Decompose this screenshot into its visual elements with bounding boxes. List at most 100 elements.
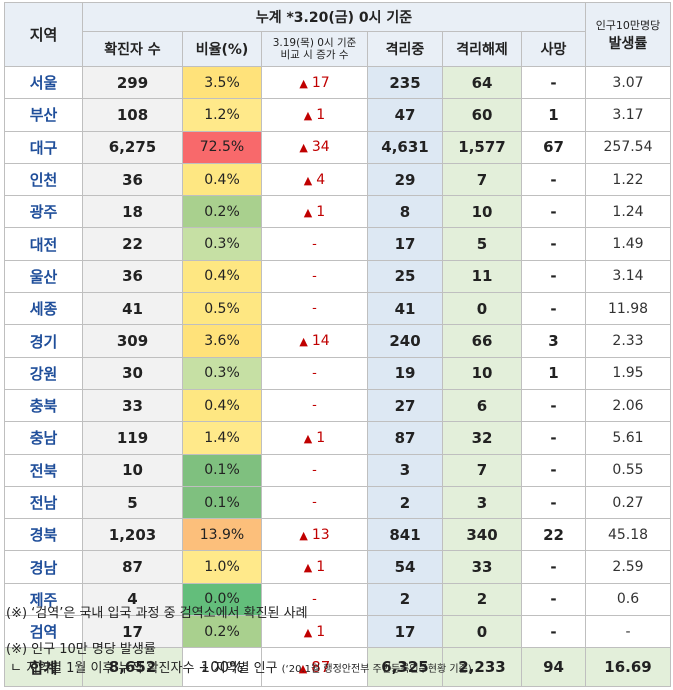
increase-up-triangle-icon: ▲ [303,108,313,122]
deaths-cell: - [521,421,586,455]
increase-cell: - [261,485,368,520]
isolated-cell: 54 [367,550,443,584]
increase-up-triangle-icon: ▲ [303,431,313,445]
ratio-cell: 1.0% [182,550,262,584]
increase-cell: ▲ 1 [261,195,368,229]
isolated-cell: 87 [367,421,443,455]
region-cell: 경북 [4,518,83,552]
covid-status-table: 지역 누계 *3.20(금) 0시 기준 인구10만명당 발생률 확진자 수 비… [4,2,671,688]
confirmed-cell: 33 [82,388,183,423]
table-row: 전남 5 0.1% -2 3-0.27 [4,485,671,520]
isolated-cell: 8 [367,195,443,229]
deaths-cell: - [521,65,586,100]
released-cell: 10 [442,356,522,390]
footnote-rate: (※) 인구 10만 명당 발생률 [6,642,156,657]
total-row: 합계 8,652 100% ▲ 87 6,325 2,233 94 16.69 [4,647,671,688]
increase-cell: ▲ 13 [261,518,368,552]
confirmed-cell: 22 [82,227,183,261]
deaths-cell: 1 [521,98,586,132]
released-cell: 33 [442,550,522,584]
increase-cell: ▲ 4 [261,162,368,197]
isolated-cell: 27 [367,388,443,423]
confirmed-cell: 5 [82,485,183,520]
increase-value: 13 [311,526,330,543]
rate-cell: 2.59 [585,550,671,584]
rate-cell: 3.07 [585,65,671,100]
total-increase-cell: ▲ 87 [261,647,368,688]
released-cell: 1,577 [442,130,522,164]
increase-header-line1: 3.19(목) 0시 기준 [272,37,357,49]
confirmed-cell: 36 [82,259,183,294]
confirmed-cell: 30 [82,356,183,390]
isolated-header: 격리중 [367,31,443,67]
rate-cell: 2.06 [585,388,671,423]
confirmed-cell: 17 [82,615,183,649]
increase-up-triangle-icon: ▲ [299,528,308,542]
confirmed-cell: 18 [82,195,183,229]
confirmed-cell: 10 [82,453,183,487]
increase-up-triangle-icon: ▲ [299,141,308,155]
region-cell: 충남 [4,421,83,455]
region-cell: 광주 [4,195,83,229]
table-row: 인천 36 0.4% ▲ 4 29 7-1.22 [4,162,671,197]
increase-cell: - [261,227,368,261]
confirmed-cell: 108 [82,98,183,132]
increase-cell: - [261,388,368,423]
table-row: 대전 22 0.3% -17 5-1.49 [4,227,671,261]
increase-cell: ▲ 17 [261,65,368,100]
released-cell: 6 [442,388,522,423]
isolated-cell: 841 [367,518,443,552]
region-cell: 전남 [4,485,83,520]
confirmed-cell: 1,203 [82,518,183,552]
table-row: 광주 18 0.2% ▲ 1 8 10-1.24 [4,195,671,229]
total-deaths-cell: 94 [521,647,586,688]
increase-cell: - [261,259,368,294]
released-cell: 5 [442,227,522,261]
table-row: 부산 108 1.2% ▲ 1 47 60 1 3.17 [4,98,671,132]
region-cell: 강원 [4,356,83,390]
region-cell: 부산 [4,98,83,132]
deaths-cell: - [521,550,586,584]
increase-value: 4 [316,171,326,188]
total-isolated-cell: 6,325 [367,647,443,688]
rate-header-line1: 인구10만명당 [595,18,661,32]
confirmed-cell: 36 [82,162,183,197]
region-header: 지역 [4,2,83,67]
deaths-cell: - [521,615,586,649]
rate-cell: 0.27 [585,485,671,520]
table-row: 세종 41 0.5% -41 0-11.98 [4,292,671,326]
table-row: 울산 36 0.4% -25 11-3.14 [4,259,671,294]
increase-value: 1 [316,106,326,123]
ratio-cell: 0.0% [182,582,262,617]
region-cell: 서울 [4,65,83,100]
deaths-cell: 22 [521,518,586,552]
increase-value: 1 [316,623,326,640]
increase-cell: ▲ 1 [261,98,368,132]
ratio-cell: 72.5% [182,130,262,164]
rate-header: 인구10만명당 발생률 [585,2,671,67]
total-title-header: 누계 *3.20(금) 0시 기준 [82,2,586,32]
region-cell: 검역 [4,615,83,649]
ratio-cell: 1.4% [182,421,262,455]
increase-value: 1 [316,203,326,220]
increase-cell: ▲ 14 [261,324,368,358]
isolated-cell: 25 [367,259,443,294]
increase-value: 1 [316,559,326,576]
confirmed-header: 확진자 수 [82,31,183,67]
isolated-cell: 17 [367,615,443,649]
table-row: 대구 6,275 72.5% ▲ 34 4,631 1,577 67 257.54 [4,130,671,164]
deaths-cell: 67 [521,130,586,164]
isolated-cell: 4,631 [367,130,443,164]
region-cell: 대구 [4,130,83,164]
deaths-cell: - [521,485,586,520]
table-row: 제주 4 0.0% -2 2-0.6 [4,582,671,617]
region-cell: 경기 [4,324,83,358]
table-row: 충남 119 1.4% ▲ 1 87 32-5.61 [4,421,671,455]
released-cell: 66 [442,324,522,358]
table-row: 충북 33 0.4% -27 6-2.06 [4,388,671,423]
isolated-cell: 41 [367,292,443,326]
increase-cell: ▲ 1 [261,615,368,649]
increase-value: 87 [311,658,331,677]
table-row: 전북 10 0.1% -3 7-0.55 [4,453,671,487]
ratio-cell: 0.3% [182,356,262,390]
